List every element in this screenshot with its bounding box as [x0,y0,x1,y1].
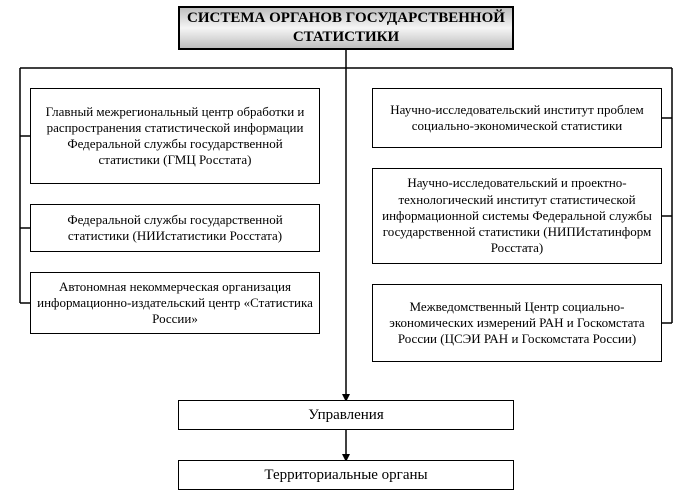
territorial-box-label: Территориальные органы [264,466,427,485]
right-node-3-label: Межведомственный Центр социально-экономи… [379,299,655,348]
right-node-2-label: Научно-исследовательский и проектно-техн… [379,175,655,256]
right-node-2: Научно-исследовательский и проектно-техн… [372,168,662,264]
right-node-1-label: Научно-исследовательский институт пробле… [379,102,655,135]
management-box-label: Управления [308,406,383,425]
left-node-1: Главный межрегиональный центр обработки … [30,88,320,184]
left-node-3: Автономная некоммерческая организация ин… [30,272,320,334]
title-text: СИСТЕМА ОРГАНОВ ГОСУДАРСТВЕННОЙ СТАТИСТИ… [186,9,506,47]
territorial-box: Территориальные органы [178,460,514,490]
left-node-3-label: Автономная некоммерческая организация ин… [37,279,313,328]
right-node-3: Межведомственный Центр социально-экономи… [372,284,662,362]
diagram-canvas: СИСТЕМА ОРГАНОВ ГОСУДАРСТВЕННОЙ СТАТИСТИ… [0,0,691,502]
left-node-2: Федеральной службы государственной стати… [30,204,320,252]
left-node-2-label: Федеральной службы государственной стати… [37,212,313,245]
management-box: Управления [178,400,514,430]
right-node-1: Научно-исследовательский институт пробле… [372,88,662,148]
left-node-1-label: Главный межрегиональный центр обработки … [37,104,313,169]
title-box: СИСТЕМА ОРГАНОВ ГОСУДАРСТВЕННОЙ СТАТИСТИ… [178,6,514,50]
